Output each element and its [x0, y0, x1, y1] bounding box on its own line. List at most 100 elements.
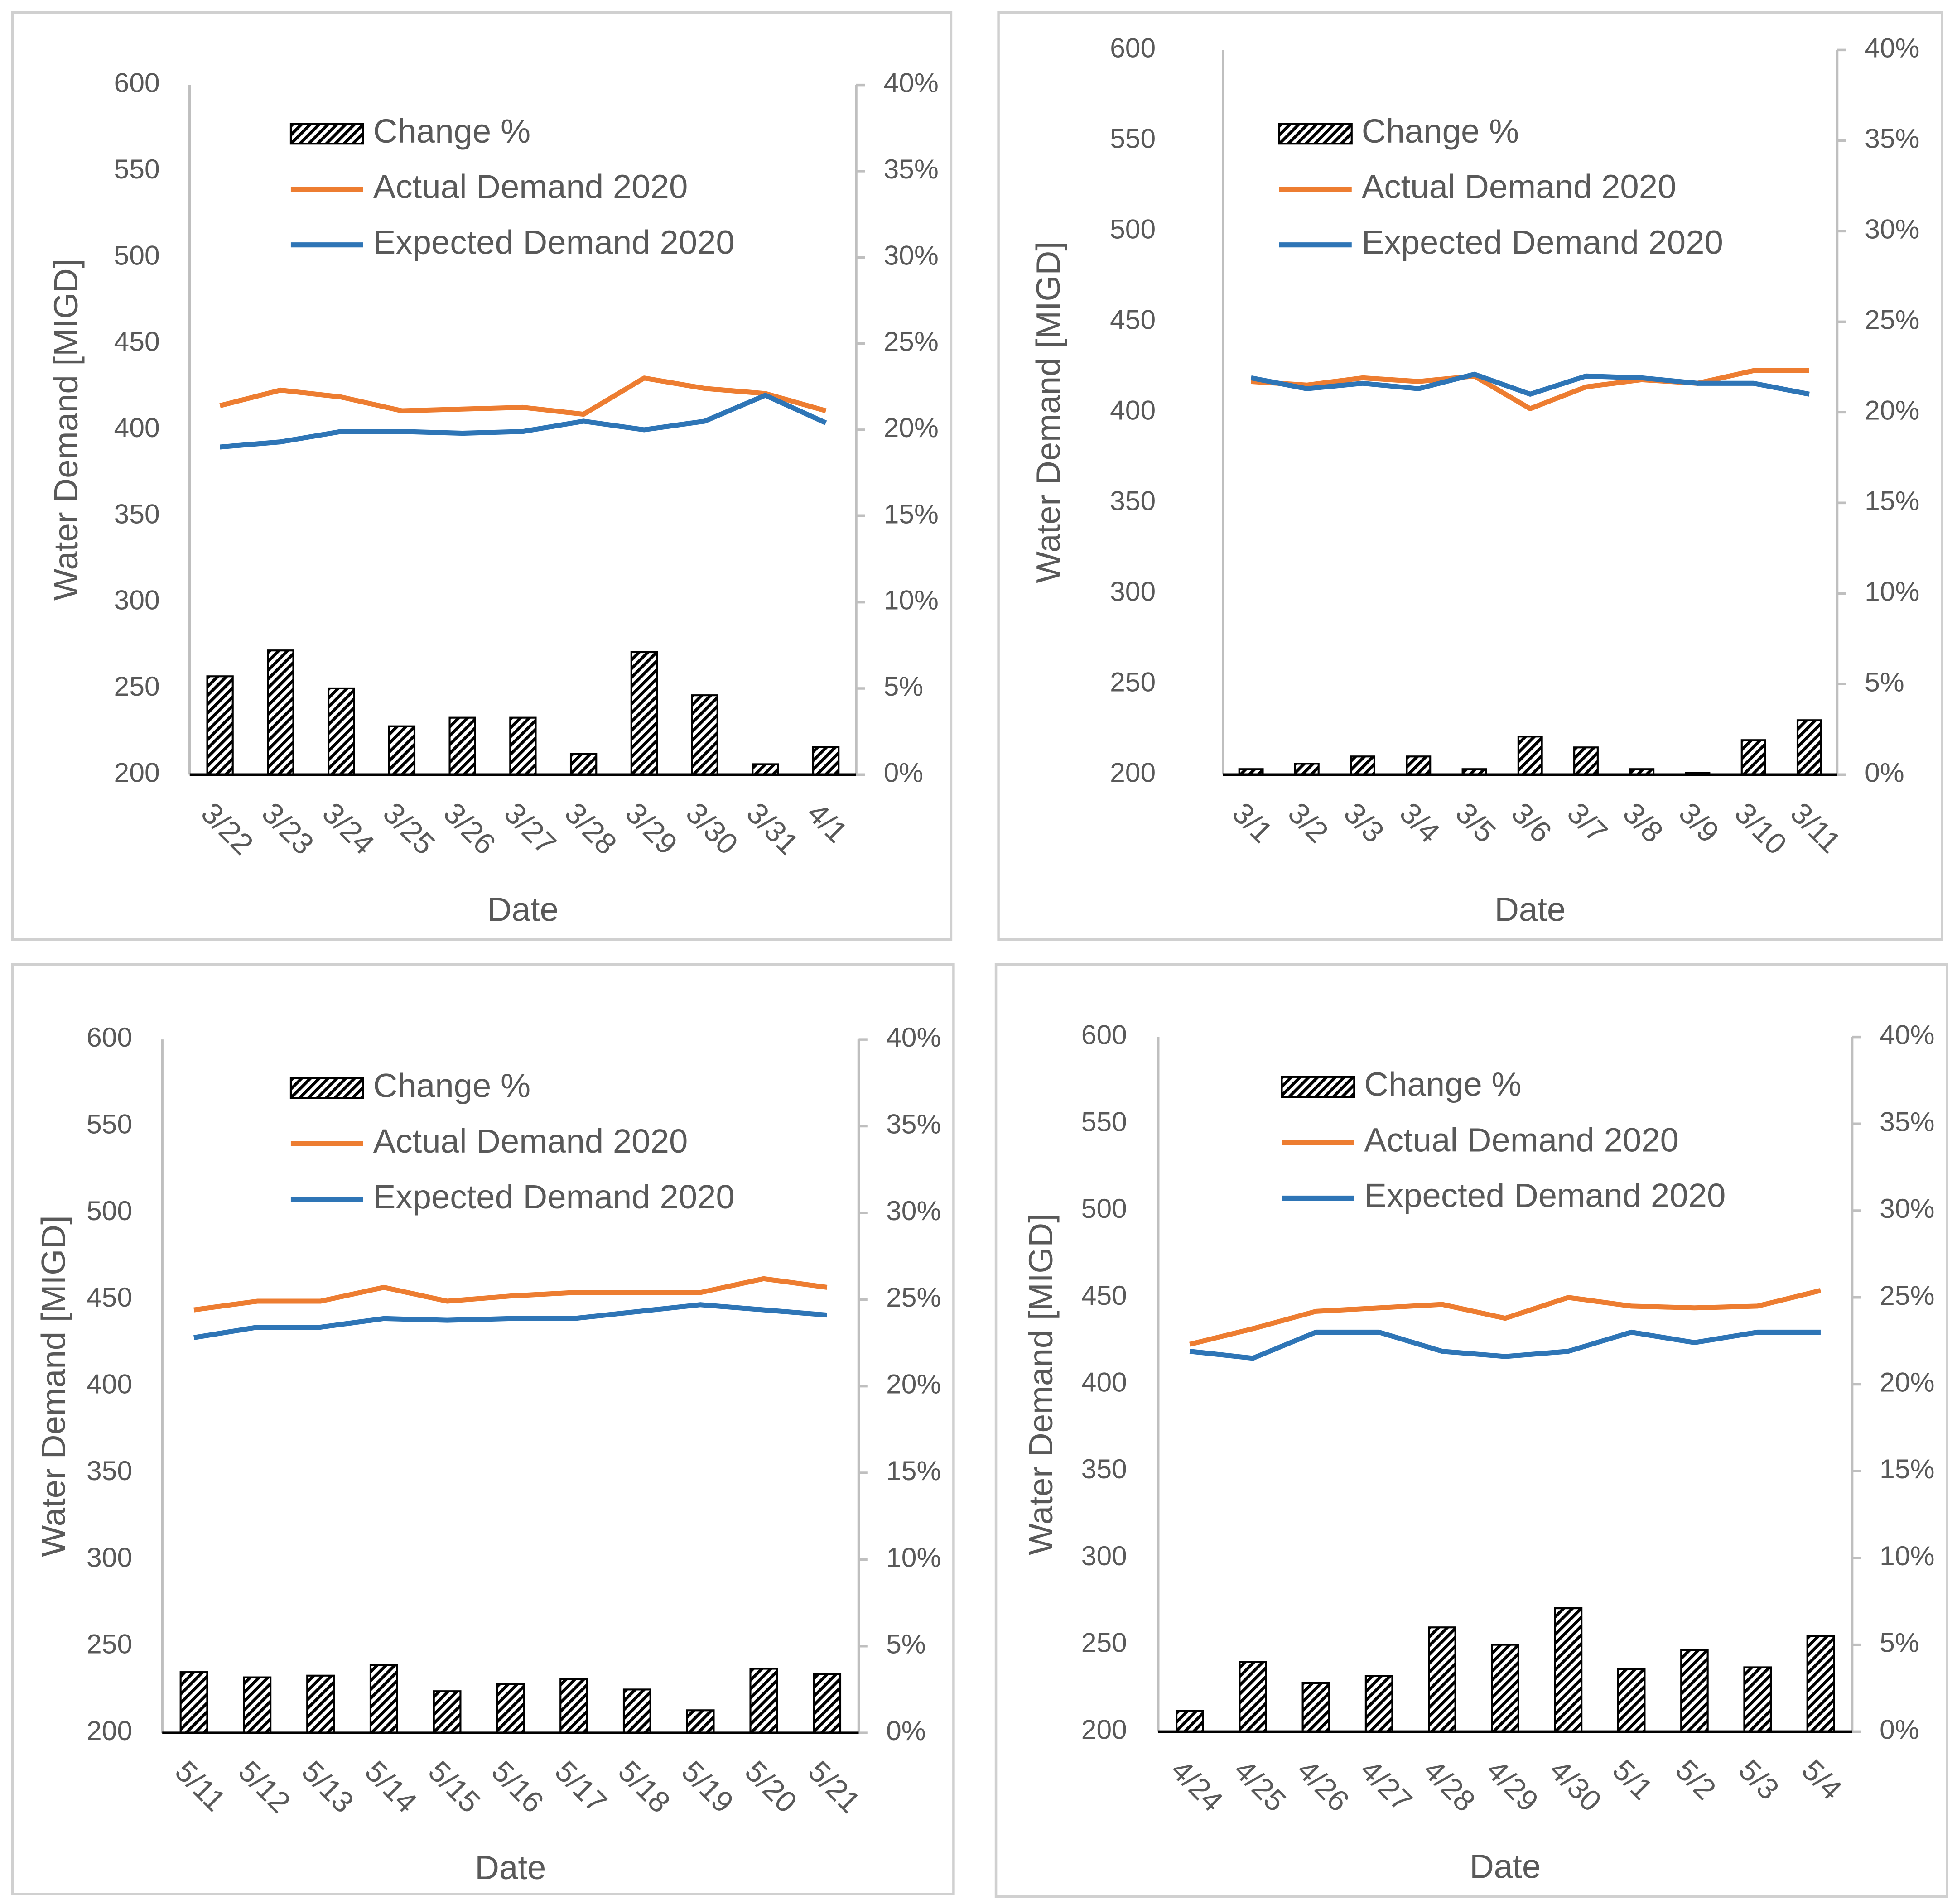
- bar: [206, 675, 234, 776]
- y2-tick-label: 15%: [1880, 1453, 1934, 1484]
- y-tick-label: 350: [1081, 1453, 1127, 1484]
- y2-tick-label: 10%: [886, 1542, 941, 1572]
- panel-border: [997, 11, 1943, 941]
- bar: [622, 1688, 651, 1734]
- y-tick-label: 350: [1110, 485, 1156, 516]
- bar: [267, 649, 294, 776]
- x-axis-title: Date: [475, 1849, 546, 1886]
- y2-tick-label: 15%: [1865, 485, 1919, 516]
- legend-label: Actual Demand 2020: [373, 1122, 688, 1160]
- y-tick-label: 600: [1110, 32, 1156, 63]
- bar: [1617, 1668, 1646, 1733]
- bar: [752, 763, 779, 776]
- legend-label: Actual Demand 2020: [1362, 168, 1677, 206]
- bar: [1491, 1644, 1519, 1733]
- y-tick-label: 550: [114, 154, 160, 184]
- y-tick-label: 450: [114, 326, 160, 357]
- y-tick-label: 600: [1081, 1019, 1127, 1050]
- legend-swatch: [1281, 1076, 1355, 1098]
- bar: [1239, 1661, 1267, 1733]
- y-axis-title: Water Demand [MIGD]: [1029, 241, 1067, 583]
- y-tick-label: 250: [1081, 1627, 1127, 1658]
- y-tick-label: 400: [1081, 1366, 1127, 1397]
- y2-tick-label: 30%: [1865, 213, 1919, 244]
- y2-tick-label: 20%: [1865, 394, 1919, 425]
- y-tick-label: 450: [1110, 304, 1156, 335]
- bar: [1743, 1666, 1772, 1733]
- line-series: [1189, 1288, 1822, 1347]
- bar: [1573, 746, 1599, 776]
- bar: [1176, 1710, 1204, 1733]
- bar: [433, 1690, 462, 1734]
- legend-label: Expected Demand 2020: [1364, 1177, 1726, 1214]
- bar: [1796, 719, 1822, 776]
- x-axis-title: Date: [1470, 1847, 1541, 1885]
- y-tick-label: 250: [87, 1629, 132, 1659]
- bar: [448, 716, 476, 776]
- bar: [243, 1676, 272, 1734]
- bar: [749, 1668, 778, 1734]
- legend-swatch: [289, 1077, 364, 1099]
- y2-tick-label: 25%: [1865, 304, 1919, 335]
- line-series: [219, 375, 827, 417]
- y2-tick-label: 35%: [1865, 123, 1919, 154]
- y-tick-label: 500: [1081, 1193, 1127, 1224]
- y2-tick-label: 0%: [1865, 757, 1904, 788]
- y-tick-label: 350: [87, 1455, 132, 1486]
- y-tick-label: 450: [87, 1282, 132, 1313]
- bar: [1554, 1607, 1583, 1733]
- y2-tick-label: 30%: [1880, 1193, 1934, 1224]
- legend-label: Actual Demand 2020: [373, 168, 688, 206]
- line-series: [193, 1276, 828, 1313]
- panel-border: [11, 11, 953, 941]
- y2-tick-label: 0%: [1880, 1714, 1919, 1745]
- legend-label: Actual Demand 2020: [1364, 1121, 1679, 1159]
- y-tick-label: 600: [114, 67, 160, 98]
- y2-tick-label: 25%: [884, 326, 939, 357]
- line-series: [1251, 368, 1809, 411]
- legend-swatch: [1278, 123, 1353, 145]
- y2-tick-label: 0%: [884, 757, 924, 788]
- panel-border: [994, 963, 1948, 1898]
- bar: [509, 716, 537, 776]
- y-tick-label: 550: [87, 1108, 132, 1139]
- y-axis-title: Water Demand [MIGD]: [35, 1215, 72, 1557]
- line-series: [193, 1302, 828, 1340]
- y-tick-label: 300: [1110, 576, 1156, 606]
- y2-tick-label: 25%: [886, 1282, 941, 1313]
- y-tick-label: 200: [87, 1715, 132, 1746]
- line-series: [1250, 371, 1810, 397]
- y2-tick-label: 15%: [886, 1455, 941, 1486]
- bar: [1294, 763, 1320, 776]
- bar: [1364, 1675, 1393, 1733]
- bar: [559, 1678, 588, 1734]
- y2-tick-label: 5%: [884, 671, 924, 702]
- x-axis-title: Date: [1494, 890, 1566, 928]
- x-axis-title: Date: [487, 890, 559, 928]
- y-tick-label: 600: [87, 1022, 132, 1053]
- y2-tick-label: 40%: [884, 67, 939, 98]
- legend-label: Expected Demand 2020: [373, 1178, 735, 1216]
- y-tick-label: 300: [114, 585, 160, 615]
- legend-label: Change %: [1362, 112, 1519, 150]
- y2-tick-label: 5%: [886, 1629, 926, 1659]
- y2-tick-label: 0%: [886, 1715, 926, 1746]
- y-tick-label: 400: [1110, 394, 1156, 425]
- y2-tick-label: 40%: [1865, 32, 1919, 63]
- y-tick-label: 200: [1081, 1714, 1127, 1745]
- legend-label: Change %: [1364, 1066, 1521, 1103]
- y-tick-label: 500: [114, 240, 160, 270]
- legend-label: Expected Demand 2020: [373, 223, 735, 261]
- y2-tick-label: 35%: [884, 154, 939, 184]
- y2-tick-label: 20%: [884, 412, 939, 443]
- y2-tick-label: 35%: [886, 1108, 941, 1139]
- bar: [691, 694, 718, 776]
- bar: [813, 1673, 842, 1734]
- bar: [1350, 755, 1376, 776]
- y-tick-label: 400: [114, 412, 160, 443]
- bar: [179, 1671, 208, 1734]
- y2-tick-label: 40%: [1880, 1019, 1934, 1050]
- legend-label: Change %: [373, 112, 530, 150]
